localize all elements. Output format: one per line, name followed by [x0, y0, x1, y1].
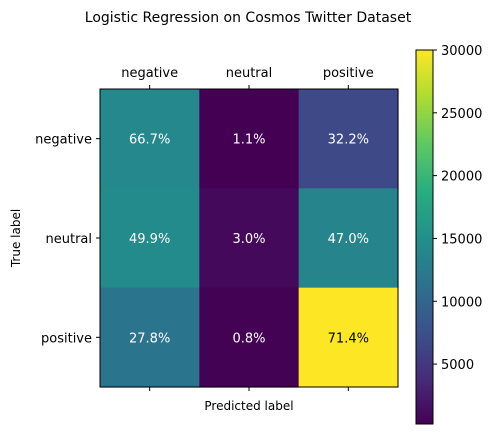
cell-value-label: 3.0%: [232, 232, 265, 247]
x-axis-ticks: negative neutral positive: [121, 66, 374, 391]
colorbar-tick-label: 15000: [441, 232, 482, 247]
x-tick-label: neutral: [226, 66, 273, 81]
x-axis-label: Predicted label: [204, 399, 293, 413]
heatmap-cell-0-0: [100, 89, 200, 189]
chart-title: Logistic Regression on Cosmos Twitter Da…: [85, 10, 412, 26]
y-tick-label: negative: [35, 133, 92, 148]
heatmap-cell-2-1: [199, 287, 300, 388]
x-tick-label: negative: [121, 66, 178, 81]
heatmap-cells: 66.7% 1.1% 32.2% 49.9% 3.0% 47.0% 27.8% 0.8% 71.…: [100, 89, 399, 388]
y-tick-label: neutral: [46, 232, 93, 247]
heatmap-cell-1-0: [100, 188, 200, 289]
colorbar-tick-label: 10000: [441, 295, 482, 310]
x-tick-label: positive: [323, 66, 374, 81]
colorbar-ticks: 5000 10000 15000 20000 25000 30000: [433, 44, 482, 373]
cell-value-label: 66.7%: [129, 133, 170, 148]
heatmap-cell-2-2: [298, 287, 399, 388]
colorbar-tick-label: 20000: [441, 170, 482, 185]
cell-value-label: 32.2%: [328, 133, 369, 148]
heatmap-cell-0-2: [298, 89, 399, 189]
y-axis-label: True label: [9, 209, 23, 268]
cell-value-label: 47.0%: [328, 232, 369, 247]
cell-value-label: 71.4%: [328, 331, 369, 346]
colorbar-tick-label: 5000: [441, 358, 474, 373]
heatmap-cell-2-0: [100, 287, 200, 388]
cell-value-label: 27.8%: [129, 331, 170, 346]
cell-value-label: 0.8%: [232, 331, 265, 346]
colorbar-tick-label: 30000: [441, 44, 482, 59]
colorbar: [415, 49, 434, 425]
y-tick-label: positive: [41, 331, 92, 346]
heatmap-cell-1-1: [199, 188, 300, 289]
cell-value-label: 1.1%: [232, 133, 265, 148]
heatmap-cell-0-1: [199, 89, 300, 189]
heatmap-cell-1-2: [298, 188, 399, 289]
y-axis-ticks: negative neutral positive: [35, 133, 100, 346]
colorbar-tick-label: 25000: [441, 107, 482, 122]
cell-value-label: 49.9%: [129, 232, 170, 247]
